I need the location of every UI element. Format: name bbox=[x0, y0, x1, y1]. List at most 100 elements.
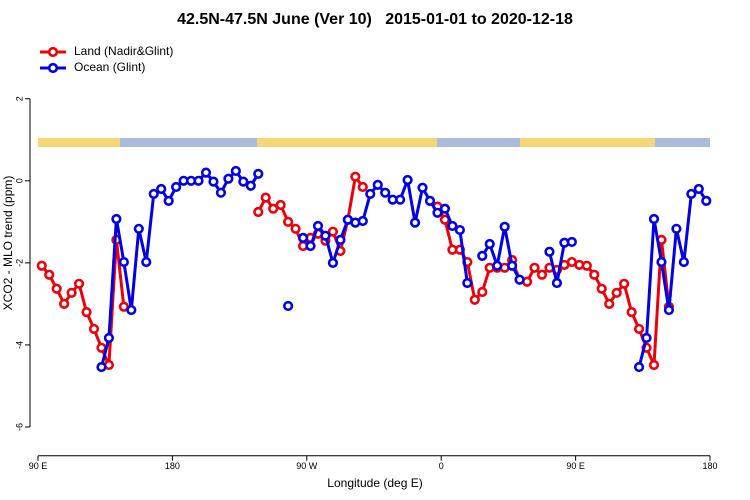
data-point bbox=[118, 256, 129, 268]
data-point bbox=[253, 168, 264, 179]
data-point bbox=[268, 203, 279, 214]
data-point bbox=[193, 175, 204, 186]
data-point bbox=[215, 187, 227, 198]
data-point bbox=[238, 176, 249, 187]
y-tick-label: 2 bbox=[14, 96, 24, 101]
x-tick-label: 90 W bbox=[296, 461, 318, 471]
data-point bbox=[633, 323, 645, 335]
data-point bbox=[357, 215, 368, 227]
data-point bbox=[223, 173, 234, 184]
data-point bbox=[88, 323, 100, 335]
data-point bbox=[536, 269, 548, 280]
data-point bbox=[648, 359, 660, 371]
data-point bbox=[648, 213, 660, 225]
data-point bbox=[320, 230, 331, 241]
data-point bbox=[36, 260, 47, 271]
land-band bbox=[38, 138, 120, 147]
data-point bbox=[297, 232, 309, 243]
data-point bbox=[469, 294, 480, 305]
land-band bbox=[257, 138, 437, 147]
x-tick-label: 180 bbox=[165, 461, 180, 471]
data-point bbox=[111, 213, 122, 225]
data-point bbox=[611, 287, 622, 298]
x-tick-label: 90 E bbox=[29, 461, 48, 471]
data-point bbox=[245, 180, 256, 191]
data-point bbox=[589, 269, 600, 280]
data-point bbox=[626, 306, 637, 318]
data-point bbox=[148, 188, 159, 200]
data-point bbox=[678, 256, 689, 268]
data-point bbox=[44, 269, 55, 280]
data-point bbox=[462, 277, 473, 289]
data-point bbox=[59, 298, 70, 309]
data-point bbox=[283, 300, 294, 312]
data-point bbox=[514, 274, 525, 285]
data-point bbox=[424, 195, 436, 207]
data-point bbox=[492, 260, 503, 271]
data-point bbox=[103, 332, 115, 344]
data-point bbox=[663, 304, 675, 316]
data-point bbox=[305, 240, 316, 252]
data-point bbox=[200, 167, 212, 178]
data-point bbox=[395, 194, 406, 205]
data-point bbox=[73, 278, 85, 289]
series bbox=[36, 171, 675, 371]
data-point bbox=[357, 181, 368, 193]
data-point bbox=[581, 260, 592, 271]
data-point bbox=[551, 277, 563, 289]
data-point bbox=[283, 216, 294, 227]
data-point bbox=[633, 361, 645, 373]
data-point bbox=[596, 283, 607, 294]
legend-label: Land (Nadir&Glint) bbox=[74, 44, 173, 58]
x-tick-label: 90 E bbox=[566, 461, 585, 471]
data-point bbox=[671, 223, 682, 234]
x-axis-label: Longitude (deg E) bbox=[327, 476, 422, 490]
land-ocean-mask bbox=[38, 138, 710, 147]
data-point bbox=[253, 206, 264, 218]
data-point bbox=[335, 234, 346, 245]
y-tick-label: 0 bbox=[14, 178, 24, 183]
data-point bbox=[171, 181, 182, 193]
x-tick-label: 180 bbox=[702, 461, 717, 471]
data-point bbox=[693, 183, 704, 195]
data-point bbox=[260, 192, 271, 203]
data-point bbox=[350, 171, 361, 182]
data-point bbox=[372, 179, 383, 191]
data-point bbox=[447, 220, 458, 232]
data-point bbox=[230, 165, 241, 177]
data-point bbox=[275, 199, 286, 211]
data-point bbox=[81, 306, 92, 318]
data-point bbox=[656, 256, 667, 268]
data-point bbox=[439, 203, 451, 214]
data-point bbox=[409, 217, 421, 228]
data-point bbox=[641, 332, 652, 344]
data-point bbox=[327, 226, 339, 237]
data-point bbox=[432, 207, 443, 218]
data-point bbox=[51, 283, 62, 294]
data-point bbox=[327, 257, 339, 268]
data-point bbox=[365, 188, 376, 200]
y-axis-label: XCO2 - MLO trend (ppm) bbox=[1, 176, 15, 311]
chart-title: 42.5N-47.5N June (Ver 10) 2015-01-01 to … bbox=[177, 11, 573, 28]
legend-marker bbox=[47, 62, 59, 74]
y-tick-label: -2 bbox=[14, 259, 24, 267]
series bbox=[96, 165, 712, 373]
data-point bbox=[454, 224, 465, 236]
data-point bbox=[529, 262, 540, 273]
data-point bbox=[477, 250, 488, 261]
data-point bbox=[402, 174, 413, 186]
legend-label: Ocean (Glint) bbox=[74, 60, 145, 74]
data-point bbox=[96, 361, 107, 373]
data-point bbox=[126, 304, 137, 316]
y-tick-label: -4 bbox=[14, 341, 24, 349]
data-point bbox=[380, 187, 391, 198]
data-point bbox=[133, 223, 144, 234]
data-point bbox=[96, 342, 107, 353]
data-point bbox=[484, 238, 495, 250]
y-tick-label: -6 bbox=[14, 423, 24, 431]
data-point bbox=[417, 182, 428, 193]
data-point bbox=[686, 188, 697, 200]
data-point bbox=[507, 260, 518, 271]
data-point bbox=[604, 298, 615, 309]
